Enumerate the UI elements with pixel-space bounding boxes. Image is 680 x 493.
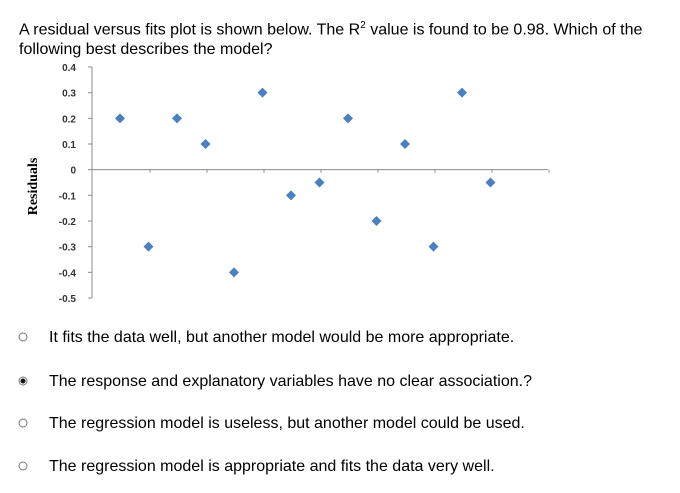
y-tick-label: -0.2 bbox=[59, 217, 77, 228]
data-point bbox=[485, 177, 496, 188]
r-squared-superscript: 2 bbox=[360, 20, 366, 31]
answer-option-label: The response and explanatory variables h… bbox=[49, 373, 532, 390]
data-point bbox=[371, 216, 382, 226]
data-point bbox=[229, 267, 239, 278]
radio-unselected-icon[interactable] bbox=[18, 332, 28, 342]
answer-option-4[interactable]: The regression model is appropriate and … bbox=[18, 456, 658, 478]
answer-option-2[interactable]: The response and explanatory variables h… bbox=[18, 371, 658, 393]
residual-plot: 0.4 0.3 0.2 0.1 0 -0.1 -0.2 -0.3 -0.4 -0.5 Residu… bbox=[26, 63, 550, 305]
y-tick-label: 0 bbox=[70, 166, 76, 177]
y-tick-label: 0.3 bbox=[62, 89, 76, 100]
data-point bbox=[200, 139, 211, 149]
question-text: A residual versus fits plot is shown bel… bbox=[19, 16, 669, 60]
y-tick-labels: 0.4 0.3 0.2 0.1 0 -0.1 -0.2 -0.3 -0.4 -0.5 bbox=[59, 63, 92, 305]
answer-option-label: The regression model is useless, but ano… bbox=[49, 415, 525, 432]
answer-option-label: The regression model is appropriate and … bbox=[49, 458, 495, 475]
y-tick-label: -0.5 bbox=[59, 294, 77, 305]
question-text-start: A residual versus fits plot is shown bel… bbox=[19, 21, 361, 39]
data-point bbox=[172, 113, 182, 124]
data-point bbox=[400, 139, 410, 149]
y-tick-label: -0.4 bbox=[59, 268, 77, 279]
y-tick-label: -0.1 bbox=[59, 191, 77, 202]
answer-option-3[interactable]: The regression model is useless, but ano… bbox=[18, 413, 658, 435]
data-point bbox=[343, 113, 353, 124]
data-points bbox=[115, 87, 496, 278]
radio-selected-icon[interactable] bbox=[18, 376, 28, 386]
y-tick-label: 0.1 bbox=[62, 140, 76, 151]
y-tick-label: 0.4 bbox=[62, 63, 76, 74]
data-point bbox=[143, 241, 154, 252]
x-tick-marks bbox=[149, 169, 550, 173]
data-point bbox=[115, 113, 125, 124]
question-text-end: value is found to be 0.98. Which of the … bbox=[19, 21, 643, 59]
data-point bbox=[428, 241, 439, 252]
radio-unselected-icon[interactable] bbox=[18, 461, 28, 471]
y-tick-label: 0.2 bbox=[62, 114, 76, 125]
data-point bbox=[257, 87, 268, 98]
data-point bbox=[457, 87, 467, 98]
y-tick-label: -0.3 bbox=[59, 243, 77, 254]
radio-unselected-icon[interactable] bbox=[18, 418, 28, 428]
data-point bbox=[314, 177, 325, 188]
data-point bbox=[286, 190, 296, 201]
answer-option-label: It fits the data well, but another model… bbox=[49, 329, 515, 346]
answer-option-1[interactable]: It fits the data well, but another model… bbox=[18, 327, 658, 349]
y-axis-label: Residuals bbox=[26, 157, 41, 215]
